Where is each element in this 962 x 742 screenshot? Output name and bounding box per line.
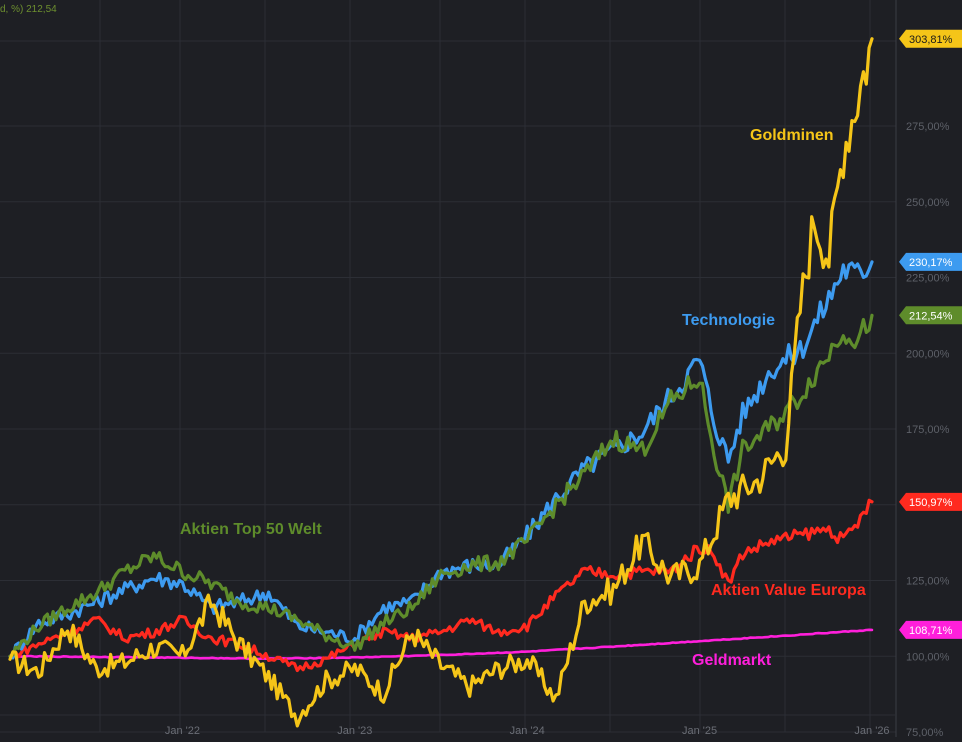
y-tick-label: 275,00% (906, 121, 950, 133)
last-value-text: 108,71% (909, 625, 953, 637)
last-value-badge (899, 306, 962, 325)
x-tick-label: Jan '22 (165, 725, 200, 737)
last-value-text: 230,17% (909, 257, 953, 269)
series-annotations: Goldminen Technologie Aktien Top 50 Welt Ak… (180, 127, 866, 669)
series-line-aktien-top-50-welt[interactable] (8, 313, 874, 658)
series-line-goldminen[interactable] (8, 37, 874, 728)
last-value-text: 150,97% (909, 497, 953, 509)
annotation-goldminen: Goldminen (750, 127, 834, 144)
last-value-text: 212,54% (909, 310, 953, 322)
last-value-labels: 303,81% 230,17% 212,54% 150,97% 108,71% (899, 29, 962, 639)
annotation-aktien-value-europa: Aktien Value Europa (711, 582, 866, 599)
last-value-badge (899, 620, 962, 639)
last-value-label-aktien-value-europa: 150,97% (899, 492, 962, 511)
last-value-label-geldmarkt: 108,71% (899, 620, 962, 639)
y-tick-label: 175,00% (906, 424, 950, 436)
last-value-badge (899, 252, 962, 271)
y-tick-label: 250,00% (906, 197, 950, 209)
y-tick-label: 125,00% (906, 576, 950, 588)
y-tick-label: 100,00% (906, 651, 950, 663)
series-lines[interactable] (8, 37, 874, 728)
grid (0, 0, 896, 733)
series-line-aktien-value-europa[interactable] (8, 498, 874, 673)
x-tick-label: Jan '23 (337, 725, 372, 737)
annotation-geldmarkt: Geldmarkt (692, 652, 772, 669)
last-value-badge (899, 29, 962, 48)
last-value-text: 303,81% (909, 34, 953, 46)
legend-snippet: d, %) 212,54 (0, 4, 57, 15)
series-line-technologie[interactable] (8, 260, 874, 660)
last-value-label-technologie: 230,17% (899, 252, 962, 271)
last-value-badge (899, 492, 962, 511)
annotation-aktien-top-50-welt: Aktien Top 50 Welt (180, 521, 322, 538)
y-tick-label: 225,00% (906, 273, 950, 285)
x-tick-label: Jan '24 (510, 725, 545, 737)
annotation-technologie: Technologie (682, 312, 775, 329)
last-value-label-aktien-top-50-welt: 212,54% (899, 306, 962, 325)
y-tick-label: 200,00% (906, 348, 950, 360)
y-tick-label: 75,00% (906, 727, 944, 737)
x-tick-label: Jan '26 (854, 725, 889, 737)
last-value-label-goldminen: 303,81% (899, 29, 962, 48)
x-tick-label: Jan '25 (682, 725, 717, 737)
